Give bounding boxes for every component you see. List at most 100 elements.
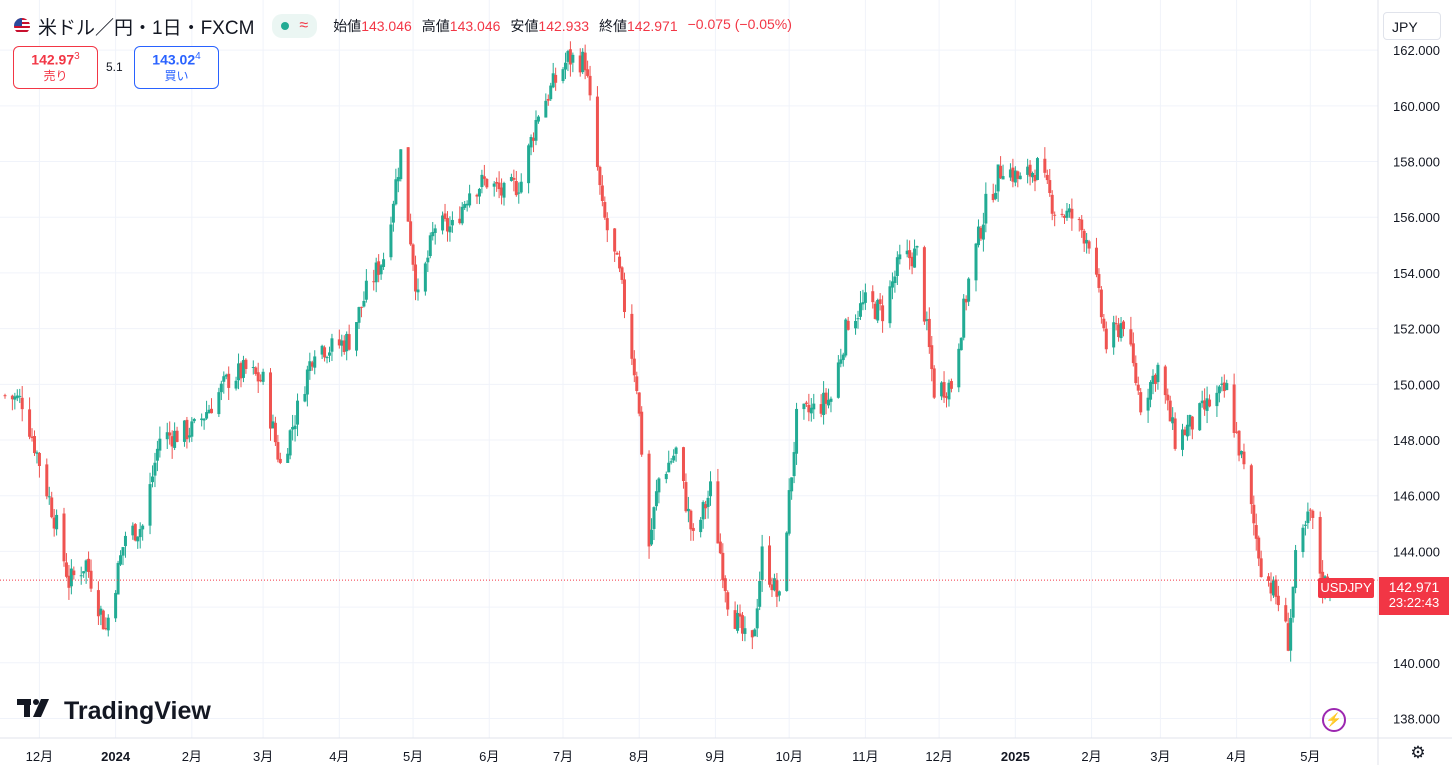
candle-body: [549, 85, 553, 100]
candle-body: [327, 352, 331, 356]
market-status[interactable]: ≈: [272, 14, 318, 38]
candle-body: [740, 615, 744, 634]
candle-body: [463, 204, 467, 208]
candle-body: [409, 221, 413, 245]
candle-body: [563, 62, 567, 70]
candle-body: [517, 192, 521, 194]
candle-body: [873, 303, 877, 319]
lightning-icon[interactable]: ⚡: [1322, 708, 1346, 732]
time-axis[interactable]: 12月 2024 2月 3月 4月 5月 6月 7月 8月 9月 10月 11月 12月 2025 2月 3月…: [0, 737, 1452, 764]
candle-body: [1117, 324, 1121, 338]
candle-body: [657, 478, 661, 493]
candle-body: [168, 432, 172, 436]
candle-body: [930, 345, 934, 370]
candle-body: [1129, 329, 1133, 345]
candle-body: [1166, 394, 1170, 401]
open-value: 143.046: [361, 18, 412, 34]
candle-body: [812, 403, 816, 410]
candle-body: [684, 482, 688, 512]
candle-body: [581, 51, 585, 73]
candle-body: [153, 462, 157, 476]
candle-body: [286, 453, 290, 463]
candle-body: [964, 299, 968, 303]
candle-body: [561, 69, 565, 82]
candle-body: [635, 376, 639, 391]
candle-body: [1139, 392, 1143, 413]
candle-body: [775, 580, 779, 597]
candle-body: [991, 193, 995, 201]
candle-body: [772, 578, 776, 591]
candle-body: [519, 181, 523, 193]
price-axis[interactable]: 162.000 160.000 158.000 156.000 154.000 152.0…: [1377, 0, 1440, 765]
candle-body: [554, 74, 558, 83]
candle-body: [13, 396, 17, 400]
candle-body: [1181, 429, 1185, 450]
candle-body: [426, 257, 430, 263]
candle-body: [1252, 504, 1256, 524]
candle-body: [1134, 362, 1138, 384]
candle-body: [1205, 398, 1209, 411]
candle-body: [1151, 375, 1155, 384]
x-tick-label: 9月: [705, 749, 725, 764]
candle-body: [119, 555, 123, 565]
candle-body: [856, 318, 860, 320]
candle-body: [750, 630, 754, 638]
candle-body: [957, 348, 961, 388]
candle-body: [976, 226, 980, 246]
x-tick-label: 2024: [101, 749, 131, 764]
candle-body: [3, 395, 7, 397]
candle-body: [1225, 383, 1229, 391]
candle-body: [893, 276, 897, 283]
candle-body: [1008, 169, 1012, 178]
candle-body: [743, 628, 747, 634]
x-tick-label: 2月: [182, 749, 202, 764]
settings-gear-icon[interactable]: ⚙: [1410, 743, 1426, 762]
y-tick-label: 138.000: [1393, 712, 1440, 727]
candle-body: [822, 392, 826, 415]
candle-body: [667, 462, 671, 473]
x-tick-label: 6月: [479, 749, 499, 764]
candle-body: [1237, 430, 1241, 456]
candle-body: [650, 529, 654, 545]
candle-body: [362, 300, 366, 307]
sell-button[interactable]: 142.973 売り: [13, 46, 98, 89]
candle-body: [241, 360, 245, 378]
candle-body: [672, 455, 676, 461]
candle-body: [1311, 510, 1315, 518]
y-tick-label: 158.000: [1393, 155, 1440, 170]
candle-body: [175, 430, 179, 442]
candle-body: [187, 435, 191, 438]
buy-button[interactable]: 143.024 買い: [134, 46, 219, 89]
candle-body: [30, 436, 34, 439]
candle-body: [1026, 166, 1030, 175]
candle-body: [261, 371, 265, 382]
candle-body: [807, 404, 811, 413]
candle-body: [967, 278, 971, 302]
candle-body: [1104, 328, 1108, 350]
candle-body: [347, 334, 351, 350]
candle-body: [450, 219, 454, 226]
candle-body: [809, 407, 813, 414]
grid: [0, 0, 1378, 738]
symbol-title[interactable]: 米ドル／円・1日・FXCM: [38, 17, 255, 39]
candle-body: [345, 333, 349, 352]
candle-body: [497, 182, 501, 190]
tradingview-logo[interactable]: TradingView: [17, 697, 211, 726]
x-tick-label: 12月: [26, 749, 53, 764]
candle-body: [598, 166, 602, 186]
candle-body: [979, 227, 983, 239]
candle-body: [974, 243, 978, 281]
candle-body: [622, 279, 626, 313]
close-label: 終値: [599, 18, 628, 34]
currency-button[interactable]: JPY: [1383, 12, 1441, 40]
candle-body: [647, 453, 651, 547]
candle-body: [1203, 400, 1207, 410]
candle-body: [770, 584, 774, 591]
candle-body: [984, 193, 988, 224]
candle-body: [72, 570, 76, 576]
candle-body: [1163, 366, 1167, 396]
candle-body: [1146, 397, 1150, 411]
candle-body: [790, 477, 794, 492]
x-tick-label: 11月: [852, 749, 879, 764]
